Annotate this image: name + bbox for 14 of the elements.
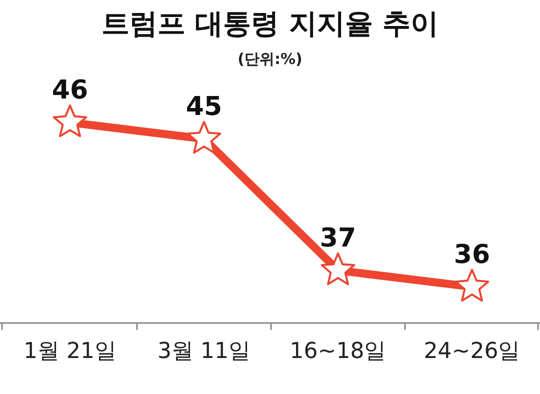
data-label: 36 — [454, 240, 490, 270]
x-tick-label: 16~18일 — [290, 339, 386, 364]
point — [320, 252, 356, 286]
chart-title: 트럼프 대통령 지지율 추이 — [101, 7, 439, 40]
point — [454, 268, 490, 302]
x-tick-label: 3월 11일 — [158, 339, 250, 364]
x-tick-label: 1월 21일 — [24, 339, 116, 364]
x-tick-label: 24~26일 — [424, 339, 520, 364]
point — [186, 120, 222, 154]
data-label: 46 — [52, 75, 88, 106]
chart-subtitle: (단위:%) — [238, 50, 302, 68]
data-label: 45 — [186, 92, 222, 122]
point — [52, 104, 88, 138]
data-label: 37 — [320, 223, 356, 254]
